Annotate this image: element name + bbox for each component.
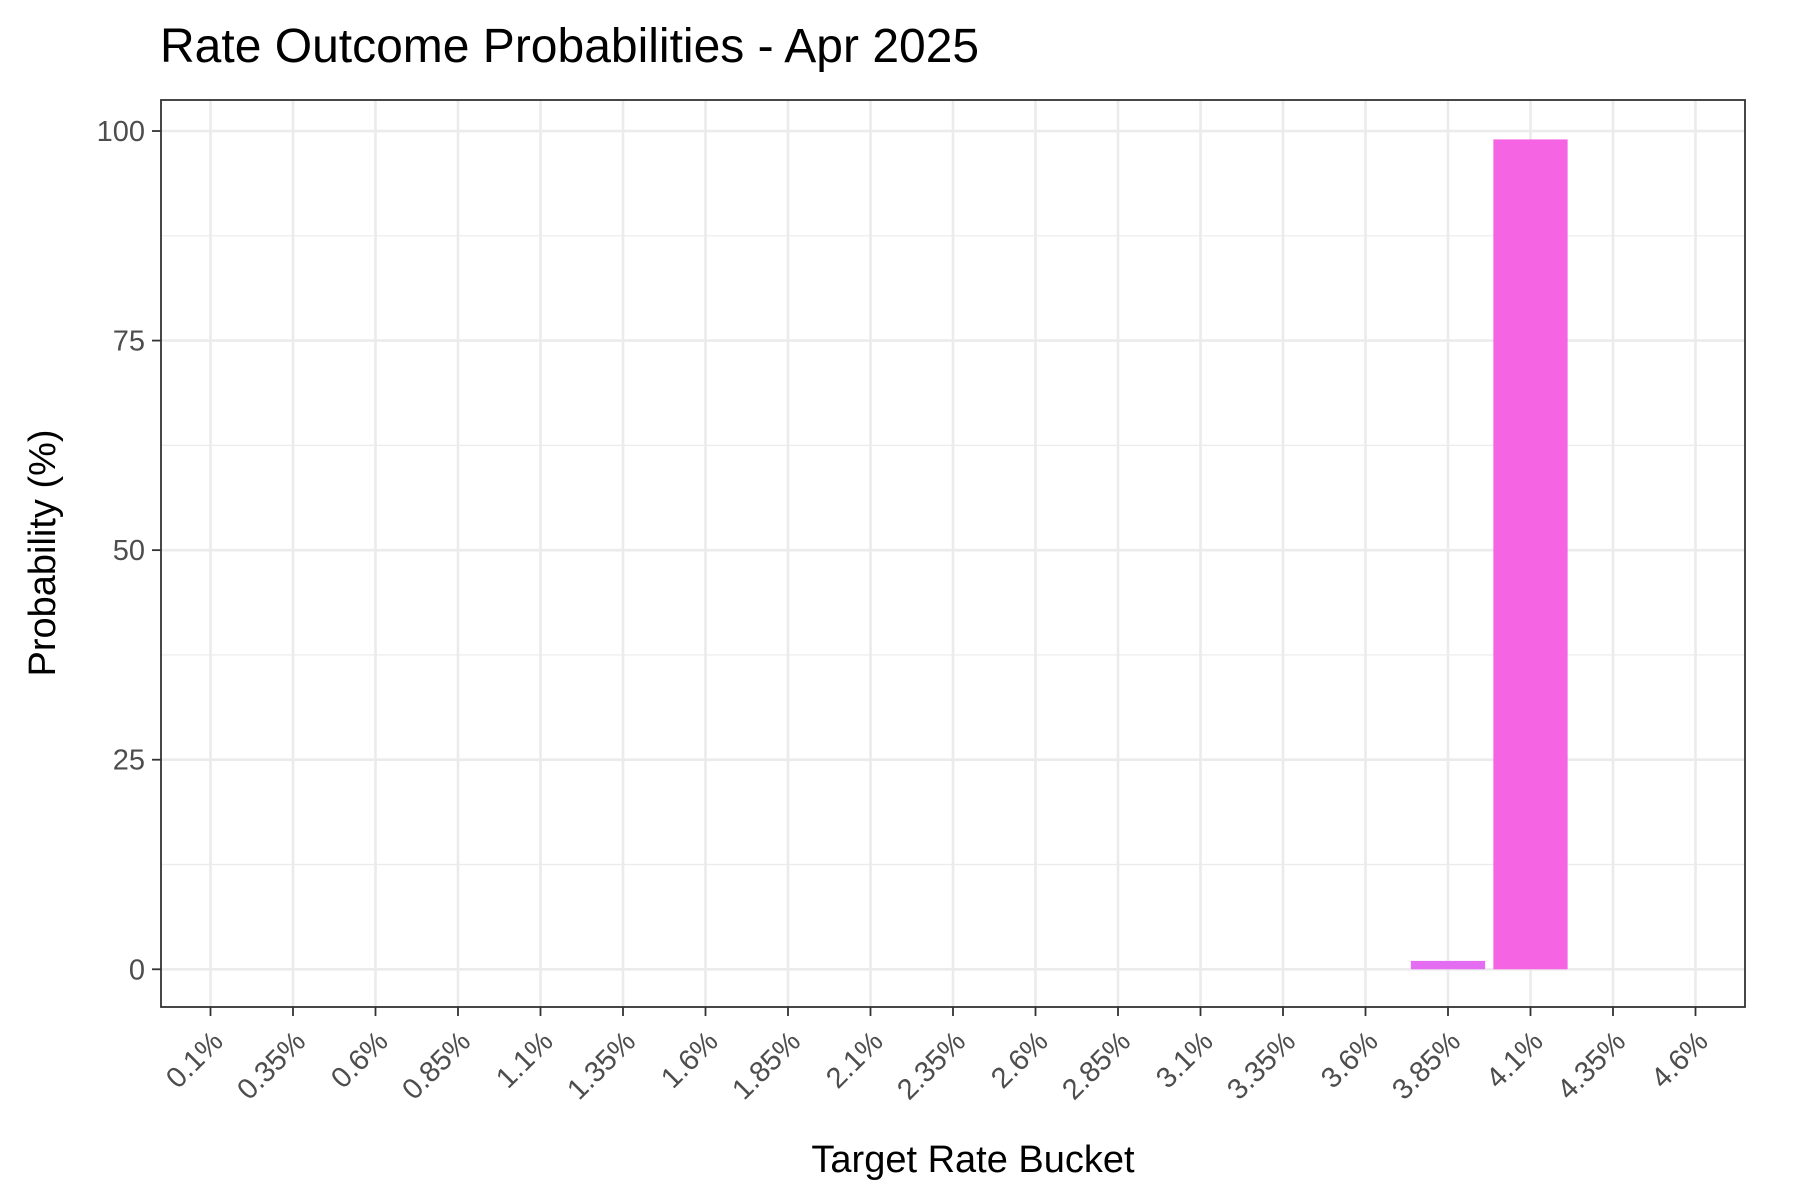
- y-tick-label: 75: [113, 326, 145, 358]
- y-tick-label: 50: [113, 535, 145, 567]
- y-tick-label: 25: [113, 745, 145, 777]
- bar: [1410, 960, 1486, 970]
- chart-title: Rate Outcome Probabilities - Apr 2025: [160, 20, 979, 73]
- y-axis: 0 25 50 75 100: [97, 116, 161, 986]
- y-tick-label: 100: [97, 116, 145, 148]
- bars: [1410, 139, 1568, 970]
- y-tick-label: 0: [129, 954, 145, 986]
- bar: [1493, 139, 1568, 970]
- y-axis-title: Probability (%): [22, 429, 64, 676]
- x-axis-title: Target Rate Bucket: [811, 1139, 1135, 1181]
